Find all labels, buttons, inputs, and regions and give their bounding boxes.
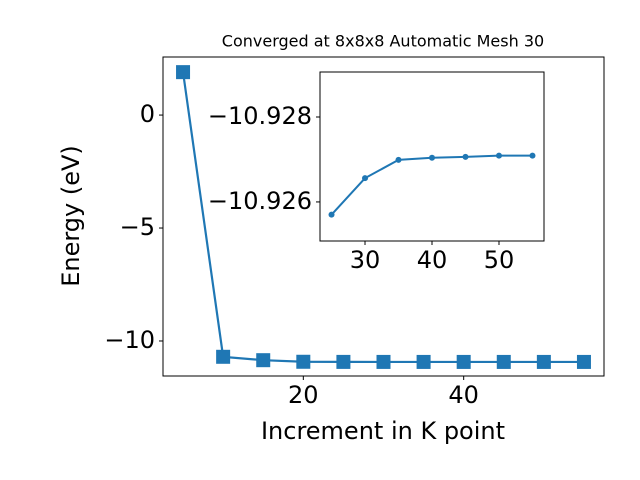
x-tick-label: 40 [417, 246, 448, 274]
chart-title: Converged at 8x8x8 Automatic Mesh 30 [222, 32, 544, 51]
marker [336, 354, 351, 369]
x-axis-label: Increment in K point [261, 417, 505, 445]
marker [376, 354, 391, 369]
marker [362, 175, 369, 182]
marker [296, 354, 311, 369]
y-tick-label: −5 [120, 213, 155, 241]
marker [416, 354, 431, 369]
x-tick-label: 40 [448, 381, 479, 409]
y-tick-label: −10.928 [208, 102, 312, 130]
marker [176, 65, 191, 80]
y-axis-label: Energy (eV) [57, 145, 85, 287]
y-tick-label: 0 [140, 100, 155, 128]
marker [496, 354, 511, 369]
y-tick-label: −10.926 [208, 187, 312, 215]
marker [536, 354, 551, 369]
marker [495, 152, 502, 159]
x-tick-label: 20 [288, 381, 319, 409]
x-tick-label: 50 [484, 246, 515, 274]
marker [256, 353, 271, 368]
marker [529, 152, 536, 159]
x-tick-label: 30 [350, 246, 381, 274]
marker [456, 354, 471, 369]
marker [328, 211, 335, 218]
marker [462, 153, 469, 160]
marker [429, 154, 435, 161]
marker [576, 354, 591, 369]
marker [395, 156, 402, 163]
marker [216, 349, 231, 364]
y-tick-label: −10 [104, 326, 155, 354]
